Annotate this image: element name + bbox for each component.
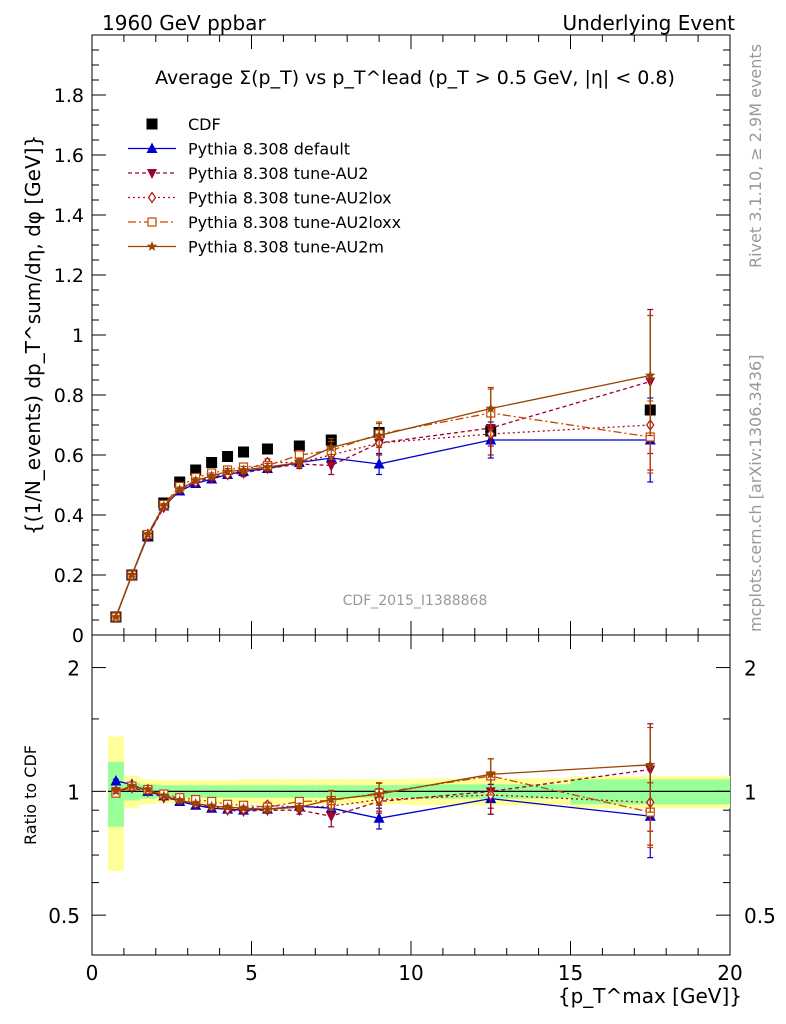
legend-label: Pythia 8.308 tune-AU2lox xyxy=(188,189,392,208)
ratio-y-tick-label-right: 1 xyxy=(744,780,757,804)
ratio-y-tick-label: 0.5 xyxy=(48,904,80,928)
ratio-point-pythia-8-308-default xyxy=(110,774,122,786)
main-point-pythia-8-308-tune-au2m xyxy=(110,611,122,622)
ratio-point-pythia-8-308-tune-au2m xyxy=(326,794,337,805)
ratio-point-pythia-8-308-tune-au2 xyxy=(326,812,337,823)
main-point-cdf xyxy=(293,440,305,452)
main-y-tick-label: 1.8 xyxy=(54,85,84,107)
main-y-tick-label: 0.2 xyxy=(54,565,84,587)
x-tick-label: 5 xyxy=(245,961,258,985)
main-panel-series xyxy=(110,308,656,624)
x-tick-label: 20 xyxy=(717,961,742,985)
main-point-pythia-8-308-tune-au2m xyxy=(485,403,496,413)
main-y-tick-label: 0.8 xyxy=(54,385,84,407)
main-point-pythia-8-308-tune-au2m xyxy=(326,442,337,452)
ratio-y-tick-label: 2 xyxy=(67,657,80,681)
mcplots-label: mcplots.cern.ch [arXiv:1306.3436] xyxy=(746,355,765,632)
main-line-pythia-8-308-tune-au2m xyxy=(115,374,651,618)
main-point-cdf xyxy=(238,446,250,458)
ratio-point-pythia-8-308-tune-au2m xyxy=(206,800,217,811)
main-point-pythia-8-308-tune-au2m xyxy=(262,461,273,472)
legend: CDF Pythia 8.308 default Pythia 8.308 tune… xyxy=(128,115,401,257)
analysis-watermark: CDF_2015_I1388868 xyxy=(343,593,488,609)
ratio-point-pythia-8-308-tune-au2m xyxy=(222,801,233,812)
legend-marker xyxy=(147,191,157,204)
legend-marker xyxy=(146,142,158,153)
legend-label: Pythia 8.308 tune-AU2 xyxy=(188,164,368,183)
main-y-tick-label: 1.4 xyxy=(54,205,84,227)
ratio-y-tick-label: 1 xyxy=(67,780,80,804)
main-y-tick-label: 0.4 xyxy=(54,505,84,527)
legend-label: Pythia 8.308 tune-AU2m xyxy=(188,238,384,257)
main-point-pythia-8-308-tune-au2m xyxy=(126,569,138,580)
main-point-pythia-8-308-tune-au2m xyxy=(645,370,656,380)
ratio-point-pythia-8-308-tune-au2m xyxy=(373,788,385,799)
main-point-pythia-8-308-tune-au2m xyxy=(158,500,170,511)
main-y-tick-label: 1.6 xyxy=(54,145,84,167)
main-line-pythia-8-308-tune-au2 xyxy=(115,380,651,618)
main-y-tick-label: 0 xyxy=(72,625,84,647)
x-tick-label: 15 xyxy=(558,961,583,985)
legend-marker xyxy=(147,169,157,179)
main-point-pythia-8-308-tune-au2m xyxy=(190,475,201,485)
main-panel-axes: 0 0.2 0.4 0.6 0.8 1 1.2 1.4 1.6 1.8 xyxy=(54,34,731,647)
main-point-pythia-8-308-tune-au2m xyxy=(222,466,233,476)
main-line-pythia-8-308-tune-au2loxx xyxy=(115,412,651,618)
legend-label: Pythia 8.308 tune-AU2loxx xyxy=(188,213,401,232)
main-point-cdf xyxy=(206,457,218,468)
ratio-point-pythia-8-308-tune-au2m xyxy=(190,797,201,808)
main-point-pythia-8-308-tune-au2m xyxy=(294,457,305,467)
ratio-point-pythia-8-308-tune-au2m xyxy=(262,803,273,814)
main-line-pythia-8-308-tune-au2lox xyxy=(115,424,651,618)
header-right-label: Underlying Event xyxy=(562,11,735,35)
main-title: Average Σ(p_T) vs p_T^lead (p_T > 0.5 Ge… xyxy=(155,67,675,89)
main-y-tick-label: 1 xyxy=(72,325,84,347)
legend-marker xyxy=(146,118,158,130)
main-y-tick-label: 1.2 xyxy=(54,265,84,287)
header-left-label: 1960 GeV ppbar xyxy=(102,11,266,35)
x-axis-label: {p_T^max [GeV]} xyxy=(558,984,742,1008)
ratio-point-pythia-8-308-tune-au2m xyxy=(645,759,656,770)
main-point-cdf xyxy=(190,464,202,476)
x-tick-label: 10 xyxy=(398,961,423,985)
x-tick-label: 0 xyxy=(86,961,99,985)
ratio-point-pythia-8-308-tune-au2m xyxy=(174,795,185,805)
legend-label: CDF xyxy=(188,115,221,134)
main-point-cdf xyxy=(222,451,234,462)
ratio-point-pythia-8-308-tune-au2m xyxy=(238,802,249,813)
main-point-pythia-8-308-tune-au2m xyxy=(238,464,249,475)
main-y-tick-label: 0.6 xyxy=(54,445,84,467)
ratio-point-pythia-8-308-tune-au2m xyxy=(126,780,138,791)
ratio-point-pythia-8-308-tune-au2m xyxy=(158,790,170,801)
legend-marker xyxy=(147,217,157,227)
ratio-y-axis-label: Ratio to CDF xyxy=(21,745,40,845)
rivet-version-label: Rivet 3.1.10, ≥ 2.9M events xyxy=(746,44,765,268)
main-point-pythia-8-308-tune-au2m xyxy=(206,470,217,481)
legend-label: Pythia 8.308 default xyxy=(188,140,350,159)
ratio-point-pythia-8-308-tune-au2m xyxy=(142,784,154,795)
legend-marker xyxy=(146,241,158,251)
ratio-point-pythia-8-308-tune-au2m xyxy=(110,785,122,796)
ratio-y-tick-label-right: 0.5 xyxy=(744,904,776,928)
main-y-axis-label: {(1/N_events) dp_T^sum/dη, dφ [GeV]} xyxy=(21,135,45,535)
ratio-y-tick-label-right: 2 xyxy=(744,657,757,681)
main-point-pythia-8-308-default xyxy=(373,458,385,469)
ratio-panel-axes: 0.5 0.51 12 20 5 10 15 20 xyxy=(48,635,776,985)
main-point-pythia-8-308-tune-au2m xyxy=(174,484,185,494)
main-point-pythia-8-308-tune-au2m xyxy=(373,430,385,440)
ratio-point-pythia-8-308-tune-au2m xyxy=(485,768,496,779)
main-point-pythia-8-308-tune-au2m xyxy=(142,529,154,539)
ratio-point-pythia-8-308-tune-au2m xyxy=(294,801,305,812)
ratio-panel-series xyxy=(110,723,656,859)
ratio-point-pythia-8-308-default xyxy=(373,812,385,823)
main-point-cdf xyxy=(261,443,273,455)
